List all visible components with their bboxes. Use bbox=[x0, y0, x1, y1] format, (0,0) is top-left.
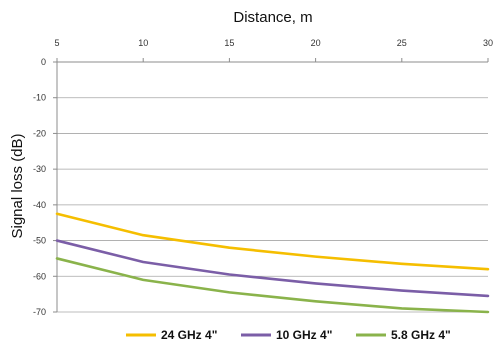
x-tick-label-1: 10 bbox=[138, 38, 148, 48]
x-axis-title: Distance, m bbox=[233, 9, 312, 26]
x-tick-label-3: 20 bbox=[311, 38, 321, 48]
x-tick-label-0: 5 bbox=[54, 38, 59, 48]
y-tick-label-7: -70 bbox=[33, 307, 46, 317]
x-tick-label-2: 15 bbox=[224, 38, 234, 48]
legend-label-1: 10 GHz 4" bbox=[276, 328, 332, 342]
x-tick-label-4: 25 bbox=[397, 38, 407, 48]
series-line-1 bbox=[55, 239, 490, 298]
legend-label-2: 5.8 GHz 4" bbox=[391, 328, 451, 342]
y-tick-label-2: -20 bbox=[33, 128, 46, 138]
series-lines bbox=[55, 212, 490, 314]
series-line-2 bbox=[55, 257, 490, 314]
y-tick-label-3: -30 bbox=[33, 164, 46, 174]
x-tick-label-5: 30 bbox=[483, 38, 493, 48]
y-tick-label-0: 0 bbox=[41, 57, 46, 67]
y-tick-label-1: -10 bbox=[33, 93, 46, 103]
y-tick-label-4: -40 bbox=[33, 200, 46, 210]
legend-label-0: 24 GHz 4" bbox=[161, 328, 217, 342]
axes bbox=[53, 58, 489, 313]
legend: 24 GHz 4" 10 GHz 4" 5.8 GHz 4" bbox=[126, 328, 451, 342]
x-tick-labels: 5 10 15 20 25 30 bbox=[54, 38, 493, 48]
y-tick-label-6: -60 bbox=[33, 271, 46, 281]
y-axis-title: Signal loss (dB) bbox=[9, 133, 26, 238]
y-tick-labels: 0 -10 -20 -30 -40 -50 -60 -70 bbox=[33, 57, 46, 317]
series-line-0 bbox=[55, 212, 490, 271]
y-tick-label-5: -50 bbox=[33, 236, 46, 246]
